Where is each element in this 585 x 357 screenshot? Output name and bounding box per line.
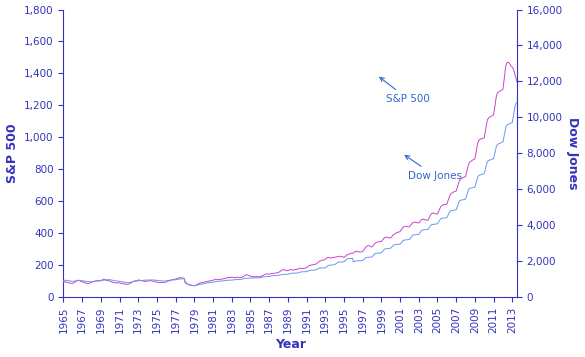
X-axis label: Year: Year [275,338,306,351]
Text: S&P 500: S&P 500 [380,77,430,104]
Y-axis label: S&P 500: S&P 500 [5,123,19,183]
Text: Dow Jones: Dow Jones [405,155,462,181]
Y-axis label: Dow Jones: Dow Jones [566,117,580,189]
